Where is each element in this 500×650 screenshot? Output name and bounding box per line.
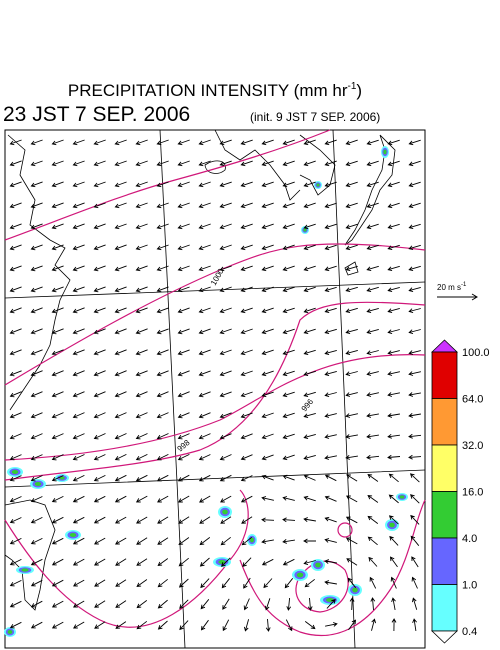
rain-cell: [34, 482, 42, 486]
wind-arrows: [9, 139, 422, 632]
colorbar-segment: [431, 584, 458, 632]
rain-cell: [389, 522, 395, 528]
isobar: [4, 354, 426, 461]
colorbar-label: 64.0: [462, 394, 483, 406]
colorbar-label: 32.0: [462, 440, 483, 452]
rain-cell: [399, 495, 405, 499]
rain-cell: [352, 587, 358, 593]
rain-cell: [296, 572, 304, 578]
valid-time: 23 JST 7 SEP. 2006: [3, 103, 190, 126]
coastline: [4, 499, 56, 611]
colorbar-under: [431, 630, 458, 644]
colorbar-label: 16.0: [462, 487, 483, 499]
rain-cell: [11, 470, 19, 474]
colorbar-segment: [431, 444, 458, 492]
rain-cell: [218, 560, 226, 564]
map-frame: [4, 129, 426, 649]
colorbar-segment: [431, 491, 458, 539]
rain-cell: [316, 183, 320, 187]
rain-cell: [303, 228, 307, 232]
isobar: [4, 129, 331, 241]
rain-cell: [383, 149, 387, 155]
coastline: [214, 129, 336, 201]
colorbar-label: 1.0: [462, 580, 477, 592]
rain-cell: [69, 533, 77, 537]
colorbar-segment: [431, 537, 458, 585]
rain-cell: [222, 509, 228, 515]
scale-text: 20 m s: [437, 283, 461, 292]
title-close: ): [356, 81, 362, 100]
title: PRECIPITATION INTENSITY (mm hr-1): [68, 81, 362, 100]
colorbar-label: 100.0: [462, 347, 490, 359]
rain-cell: [250, 537, 254, 543]
rain-cell: [7, 630, 13, 634]
title-text: PRECIPITATION INTENSITY (mm hr: [68, 81, 348, 100]
coastline: [344, 134, 396, 246]
isobar: [337, 522, 353, 538]
graticule: [4, 129, 426, 649]
isobar: [4, 489, 249, 628]
colorbar-label: 4.0: [462, 533, 477, 545]
init-time: (init. 9 JST 7 SEP. 2006): [250, 110, 380, 124]
wind-vectors: [9, 139, 422, 632]
map: 1000 996 998: [4, 129, 426, 649]
colorbar-segment: [431, 398, 458, 446]
colorbar-over: [431, 339, 458, 353]
colorbar: 100.0 64.0 32.0 16.0 4.0 1.0 0.4: [431, 339, 490, 644]
colorbar-segment: [431, 351, 458, 399]
title-superscript: -1: [348, 81, 357, 92]
rain-cell: [21, 568, 29, 572]
rain-cell: [315, 562, 321, 568]
coastline: [7, 134, 71, 411]
scale-superscript: -1: [461, 282, 467, 288]
scale-label: 20 m s-1: [437, 282, 467, 292]
precipitation: [4, 146, 408, 637]
colorbar-label: 0.4: [462, 626, 477, 638]
scale-arrow: [437, 293, 478, 301]
